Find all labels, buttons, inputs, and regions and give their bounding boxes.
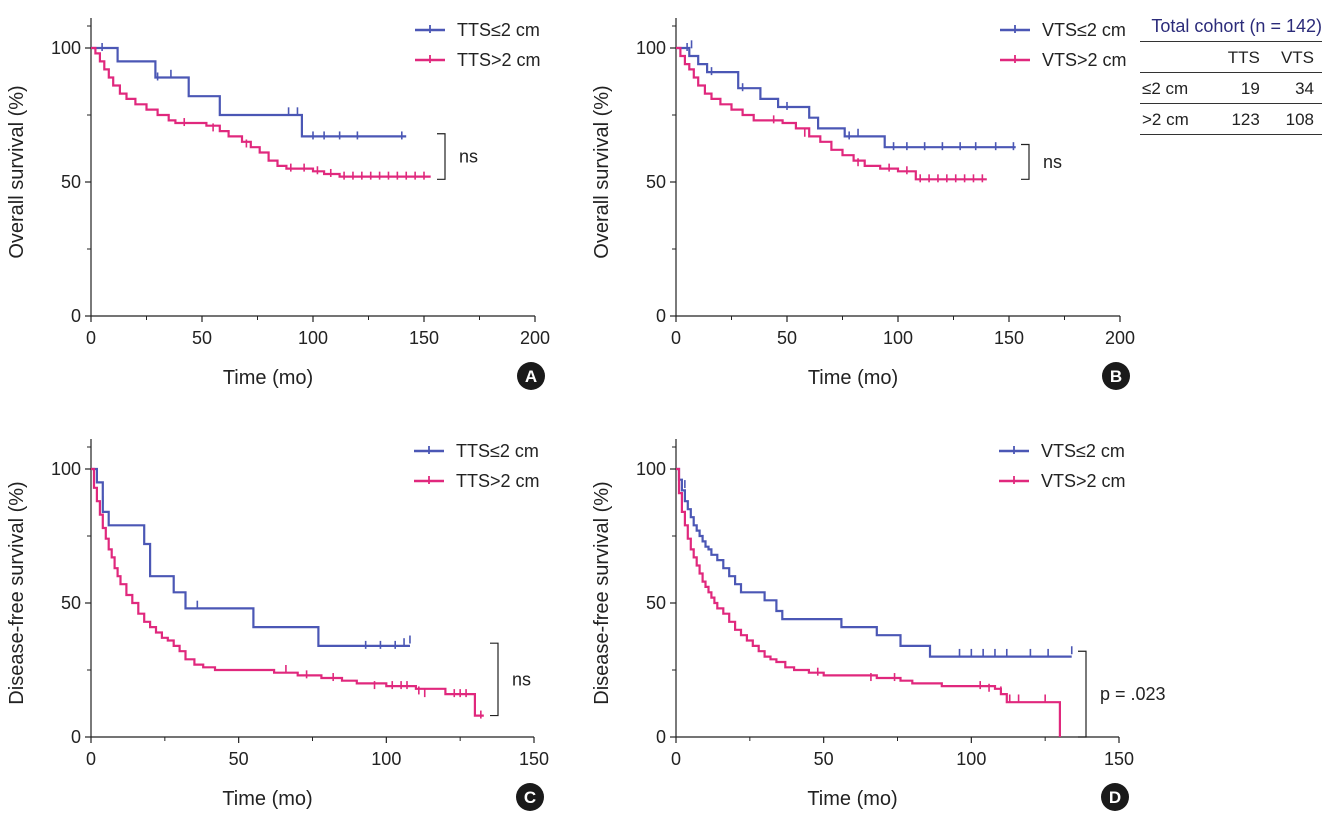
legend-label: VTS≤2 cm	[1042, 20, 1126, 40]
y-tick-label: 0	[71, 306, 81, 326]
cohort-row-vts: 108	[1267, 103, 1322, 135]
survival-curve-large	[91, 46, 431, 178]
survival-curve-small	[91, 467, 410, 647]
cohort-row-vts: 34	[1267, 72, 1322, 104]
x-tick-label: 200	[520, 328, 550, 348]
panel-badge	[1101, 783, 1129, 811]
y-axis-title: Overall survival (%)	[6, 85, 28, 258]
x-tick-label: 200	[1105, 328, 1135, 348]
x-tick-label: 50	[814, 749, 834, 769]
x-tick-label: 50	[777, 328, 797, 348]
x-tick-label: 100	[298, 328, 328, 348]
y-axis-title: Disease-free survival (%)	[591, 481, 613, 704]
y-tick-label: 0	[71, 727, 81, 747]
panel-badge-label: B	[1110, 367, 1122, 386]
x-tick-label: 150	[409, 328, 439, 348]
panel-badge-label: A	[525, 367, 537, 386]
legend-label: TTS>2 cm	[456, 471, 540, 491]
y-tick-label: 50	[646, 593, 666, 613]
cohort-row-tts: 19	[1214, 72, 1268, 104]
legend-label: TTS>2 cm	[457, 50, 541, 70]
y-axis-title: Disease-free survival (%)	[6, 481, 28, 704]
panel-badge-label: C	[524, 788, 536, 807]
cohort-table-row: ≤2 cm 19 34	[1140, 72, 1322, 104]
x-axis-title: Time (mo)	[223, 367, 313, 389]
legend-label: VTS>2 cm	[1042, 50, 1127, 70]
significance-bracket	[1021, 143, 1030, 180]
x-tick-label: 0	[671, 328, 681, 348]
y-tick-label: 50	[646, 172, 666, 192]
x-tick-label: 50	[229, 749, 249, 769]
x-tick-label: 0	[86, 328, 96, 348]
y-tick-label: 0	[656, 727, 666, 747]
x-tick-label: 100	[883, 328, 913, 348]
cohort-row-tts: 123	[1214, 103, 1268, 135]
panel-badge	[1102, 362, 1130, 390]
x-tick-label: 50	[192, 328, 212, 348]
legend-label: TTS≤2 cm	[457, 20, 540, 40]
y-tick-label: 50	[61, 172, 81, 192]
survival-curve-small	[91, 46, 407, 138]
cohort-table-title: Total cohort (n = 142)	[1140, 14, 1322, 42]
cohort-table-grid: TTS VTS ≤2 cm 19 34 >2 cm 123 108	[1140, 42, 1322, 135]
x-tick-label: 0	[671, 749, 681, 769]
x-tick-label: 0	[86, 749, 96, 769]
significance-bracket	[1078, 650, 1087, 738]
y-tick-label: 100	[51, 38, 81, 58]
cohort-table-row: >2 cm 123 108	[1140, 103, 1322, 135]
significance-label: ns	[459, 147, 478, 167]
y-tick-label: 50	[61, 593, 81, 613]
significance-label: p = .023	[1100, 684, 1166, 704]
cohort-table: Total cohort (n = 142) TTS VTS ≤2 cm 19 …	[1140, 14, 1322, 135]
panel-c: 0 50 100 150 0 50 100 Time (mo) Disease-free sur…	[6, 439, 549, 811]
cohort-table-header-vts: VTS	[1267, 42, 1322, 73]
cohort-table-header-blank	[1140, 42, 1215, 73]
panel-d: 0 50 100 150 0 50 100 Time (mo) Disease-free sur…	[591, 439, 1166, 811]
significance-bracket	[437, 133, 446, 180]
x-tick-label: 100	[371, 749, 401, 769]
panel-b: 0 50 100 150 200 0 50 100 Time (mo) Overall survi…	[591, 18, 1135, 390]
x-axis-title: Time (mo)	[808, 367, 898, 389]
survival-curve-small	[676, 46, 1016, 149]
x-axis-title: Time (mo)	[222, 788, 312, 810]
y-tick-label: 100	[636, 459, 666, 479]
panel-badge	[517, 362, 545, 390]
significance-bracket	[490, 642, 499, 717]
y-tick-label: 100	[51, 459, 81, 479]
significance-label: ns	[512, 669, 531, 689]
x-axis-title: Time (mo)	[807, 788, 897, 810]
legend-label: VTS>2 cm	[1041, 471, 1126, 491]
cohort-table-header-row: TTS VTS	[1140, 42, 1322, 73]
cohort-table-header-tts: TTS	[1214, 42, 1268, 73]
y-axis-title: Overall survival (%)	[591, 85, 613, 258]
legend-label: TTS≤2 cm	[456, 441, 539, 461]
legend-label: VTS≤2 cm	[1041, 441, 1125, 461]
panel-badge	[516, 783, 544, 811]
survival-curve-large	[91, 467, 484, 717]
survival-curve-large	[676, 467, 1061, 737]
cohort-row-label: >2 cm	[1140, 103, 1215, 135]
y-tick-label: 100	[636, 38, 666, 58]
x-tick-label: 150	[994, 328, 1024, 348]
survival-curve-small	[676, 467, 1072, 658]
x-tick-label: 150	[1104, 749, 1134, 769]
significance-label: ns	[1043, 152, 1062, 172]
cohort-row-label: ≤2 cm	[1140, 72, 1215, 104]
x-tick-label: 100	[956, 749, 986, 769]
x-tick-label: 150	[519, 749, 549, 769]
y-tick-label: 0	[656, 306, 666, 326]
panel-badge-label: D	[1109, 788, 1121, 807]
panel-a: 0 50 100 150 200 0 50 100 Time (mo) Overall survi…	[6, 18, 550, 390]
survival-curve-large	[676, 46, 987, 181]
